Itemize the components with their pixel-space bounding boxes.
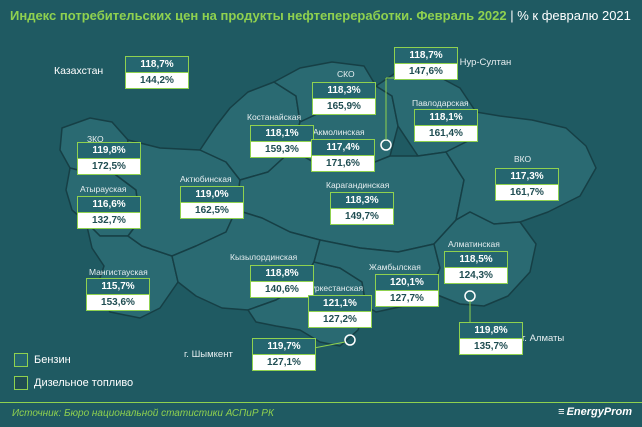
diesel-value: 127,1% bbox=[253, 355, 315, 370]
gasoline-value: 117,4% bbox=[312, 140, 374, 156]
legend-swatch-diesel bbox=[14, 376, 28, 390]
gasoline-value: 120,1% bbox=[376, 275, 438, 291]
valbox-karaganda: 118,3% 149,7% bbox=[330, 192, 394, 225]
title-main: Индекс потребительских цен на продукты н… bbox=[10, 8, 507, 23]
diesel-value: 172,5% bbox=[78, 159, 140, 174]
gasoline-value: 118,1% bbox=[251, 126, 313, 142]
gasoline-value: 115,7% bbox=[87, 279, 149, 295]
diesel-value: 161,7% bbox=[496, 185, 558, 200]
gasoline-value: 118,5% bbox=[445, 252, 507, 268]
valbox-sko: 118,3% 165,9% bbox=[312, 82, 376, 115]
label-karaganda: Карагандинская bbox=[326, 180, 390, 190]
diesel-value: 132,7% bbox=[78, 213, 140, 228]
diesel-value: 149,7% bbox=[331, 209, 393, 224]
valbox-zko: 119,8% 172,5% bbox=[77, 142, 141, 175]
valbox-akmola: 117,4% 171,6% bbox=[311, 139, 375, 172]
logo-text: EnergyProm bbox=[566, 406, 632, 418]
diesel-value: 127,7% bbox=[376, 291, 438, 306]
legend-gasoline: Бензин bbox=[14, 353, 71, 367]
label-atyrau: Атырауская bbox=[80, 184, 127, 194]
gasoline-value: 118,7% bbox=[395, 48, 457, 64]
valbox-shymkent: 119,7% 127,1% bbox=[252, 338, 316, 371]
diesel-value: 159,3% bbox=[251, 142, 313, 157]
gasoline-value: 119,8% bbox=[460, 323, 522, 339]
title-subtitle: % к февралю 2021 bbox=[517, 8, 631, 23]
label-turkestan: Туркестанская bbox=[306, 283, 364, 293]
label-vko: ВКО bbox=[514, 154, 532, 164]
diesel-value: 171,6% bbox=[312, 156, 374, 171]
valbox-kazakhstan: 118,7% 144,2% bbox=[125, 56, 189, 89]
diesel-value: 153,6% bbox=[87, 295, 149, 310]
gasoline-value: 118,8% bbox=[251, 266, 313, 282]
valbox-kostanay: 118,1% 159,3% bbox=[250, 125, 314, 158]
valbox-atyrau: 116,6% 132,7% bbox=[77, 196, 141, 229]
diesel-value: 127,2% bbox=[309, 312, 371, 327]
gasoline-value: 121,1% bbox=[309, 296, 371, 312]
label-pavlodar: Павлодарская bbox=[412, 98, 469, 108]
diesel-value: 147,6% bbox=[395, 64, 457, 79]
diesel-value: 162,5% bbox=[181, 203, 243, 218]
legend-gasoline-label: Бензин bbox=[34, 353, 71, 366]
label-kazakhstan: Казахстан bbox=[54, 65, 104, 77]
diesel-value: 144,2% bbox=[126, 73, 188, 88]
gasoline-value: 118,3% bbox=[331, 193, 393, 209]
valbox-nur-sultan: 118,7% 147,6% bbox=[394, 47, 458, 80]
valbox-almaty-city: 119,8% 135,7% bbox=[459, 322, 523, 355]
label-almaty-city: г. Алматы bbox=[522, 333, 565, 344]
gasoline-value: 119,7% bbox=[253, 339, 315, 355]
diesel-value: 161,4% bbox=[415, 126, 477, 141]
valbox-almaty-region: 118,5% 124,3% bbox=[444, 251, 508, 284]
chart-title: Индекс потребительских цен на продукты н… bbox=[10, 8, 636, 23]
valbox-kyzylorda: 118,8% 140,6% bbox=[250, 265, 314, 298]
legend-swatch-gasoline bbox=[14, 353, 28, 367]
label-mangystau: Мангистауская bbox=[89, 267, 148, 277]
gasoline-value: 117,3% bbox=[496, 169, 558, 185]
valbox-vko: 117,3% 161,7% bbox=[495, 168, 559, 201]
gasoline-value: 118,3% bbox=[313, 83, 375, 99]
footer-divider bbox=[0, 402, 642, 403]
valbox-mangystau: 115,7% 153,6% bbox=[86, 278, 150, 311]
title-separator: | bbox=[510, 8, 514, 23]
label-shymkent: г. Шымкент bbox=[184, 349, 233, 360]
gasoline-value: 119,0% bbox=[181, 187, 243, 203]
label-zhambyl: Жамбылская bbox=[369, 262, 421, 272]
valbox-aktobe: 119,0% 162,5% bbox=[180, 186, 244, 219]
legend-diesel: Дизельное топливо bbox=[14, 376, 133, 390]
logo-mark-icon: ≡ bbox=[558, 406, 565, 418]
valbox-pavlodar: 118,1% 161,4% bbox=[414, 109, 478, 142]
energyprom-logo: ≡ EnergyProm bbox=[558, 406, 632, 418]
valbox-zhambyl: 120,1% 127,7% bbox=[375, 274, 439, 307]
valbox-turkestan: 121,1% 127,2% bbox=[308, 295, 372, 328]
shymkent-leader bbox=[313, 341, 346, 349]
label-kyzylorda: Кызылординская bbox=[230, 252, 298, 262]
source-text: Источник: Бюро национальной статистики А… bbox=[12, 408, 274, 419]
legend-diesel-label: Дизельное топливо bbox=[34, 376, 134, 389]
diesel-value: 165,9% bbox=[313, 99, 375, 114]
gasoline-value: 116,6% bbox=[78, 197, 140, 213]
gasoline-value: 118,7% bbox=[126, 57, 188, 73]
diesel-value: 135,7% bbox=[460, 339, 522, 354]
gasoline-value: 118,1% bbox=[415, 110, 477, 126]
label-nur-sultan: г. Нур-Султан bbox=[452, 57, 512, 68]
diesel-value: 124,3% bbox=[445, 268, 507, 283]
gasoline-value: 119,8% bbox=[78, 143, 140, 159]
diesel-value: 140,6% bbox=[251, 282, 313, 297]
label-kostanay: Костанайская bbox=[247, 112, 302, 122]
label-sko: СКО bbox=[337, 69, 355, 79]
label-almaty-region: Алматинская bbox=[448, 239, 500, 249]
label-aktobe: Актюбинская bbox=[180, 174, 232, 184]
label-zko: ЗКО bbox=[87, 134, 104, 144]
shymkent-marker bbox=[344, 334, 356, 346]
label-akmola: Акмолинская bbox=[313, 127, 365, 137]
